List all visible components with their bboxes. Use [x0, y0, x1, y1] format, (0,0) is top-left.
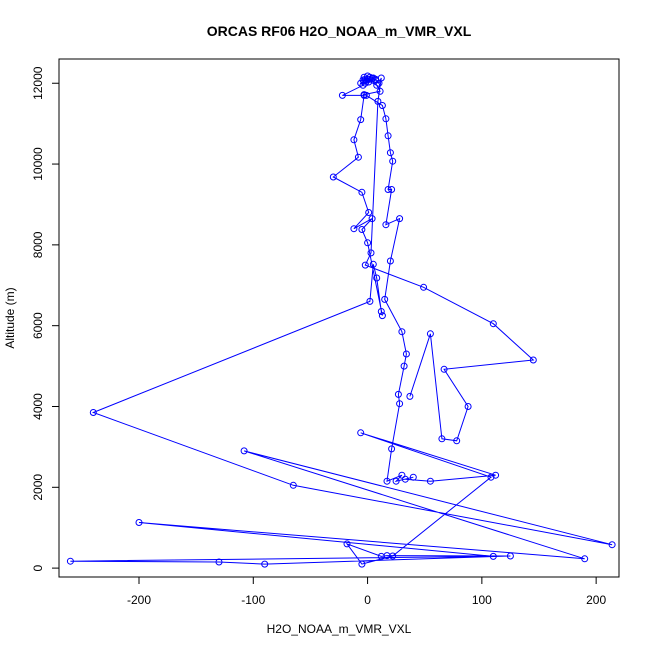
data-point	[406, 392, 414, 400]
data-point	[400, 362, 408, 370]
y-tick-label: 2000	[31, 474, 45, 501]
data-point	[354, 153, 362, 161]
data-point	[382, 221, 390, 229]
data-point	[453, 437, 461, 445]
data-point	[365, 209, 373, 216]
data-point	[369, 260, 377, 268]
data-point	[383, 477, 391, 485]
y-tick-label: 4000	[31, 393, 45, 420]
data-point	[440, 365, 448, 373]
data-point	[396, 215, 404, 223]
data-point	[386, 149, 394, 157]
data-point	[329, 173, 337, 181]
data-point	[261, 560, 269, 568]
data-point	[378, 102, 386, 109]
data-point	[487, 473, 495, 481]
x-tick-label: 0	[364, 593, 371, 607]
data-point	[438, 435, 446, 443]
data-point	[377, 74, 385, 82]
data-point	[409, 473, 417, 481]
data-point	[357, 429, 365, 437]
data-point	[367, 249, 375, 257]
data-point	[362, 91, 370, 99]
data-point	[420, 283, 428, 291]
y-tick-label: 12000	[31, 66, 45, 100]
data-point	[581, 555, 589, 563]
data-point	[358, 560, 366, 568]
data-point	[358, 226, 366, 233]
data-point	[360, 91, 368, 99]
data-point	[358, 188, 366, 196]
data-point	[388, 186, 396, 193]
chart-title: ORCAS RF06 H2O_NOAA_m_VMR_VXL	[207, 23, 472, 39]
data-point	[378, 312, 386, 320]
x-tick-label: -100	[241, 593, 265, 607]
y-axis: 0 2000 4000 6000 8000 10000 12000	[31, 66, 60, 571]
data-point	[383, 552, 391, 560]
data-point	[388, 445, 396, 453]
data-point	[357, 79, 365, 87]
data-point	[368, 215, 376, 223]
y-axis-label: Altitude (m)	[3, 287, 17, 348]
data-point	[489, 552, 497, 560]
data-point	[361, 261, 369, 269]
x-axis: -200 -100 0 100 200	[127, 576, 606, 607]
x-axis-label: H2O_NOAA_m_VMR_VXL	[267, 622, 412, 636]
data-point	[343, 540, 351, 548]
data-point	[426, 477, 434, 485]
data-point	[364, 239, 372, 247]
data-point	[350, 225, 358, 233]
data-point	[338, 91, 346, 99]
data-point	[489, 320, 497, 328]
data-point	[506, 552, 514, 560]
x-tick-label: -200	[127, 593, 151, 607]
data-point	[240, 447, 248, 455]
x-tick-label: 100	[472, 593, 492, 607]
data-point	[357, 116, 365, 124]
data-point	[376, 87, 384, 95]
data-point	[464, 403, 472, 410]
data-point	[381, 295, 389, 303]
data-point	[66, 557, 74, 565]
data-point	[401, 475, 409, 483]
data-point	[608, 541, 616, 549]
data-point	[402, 350, 410, 358]
y-tick-label: 8000	[31, 231, 45, 258]
x-tick-label: 200	[586, 593, 606, 607]
data-point	[389, 157, 397, 165]
data-point	[373, 274, 381, 282]
series-layer	[66, 72, 616, 568]
data-point	[492, 471, 500, 479]
y-tick-label: 0	[31, 564, 45, 571]
data-point	[289, 481, 297, 489]
data-point	[529, 356, 537, 364]
y-tick-label: 10000	[31, 147, 45, 181]
data-point	[384, 132, 392, 140]
data-point	[360, 77, 368, 85]
data-point	[426, 330, 434, 338]
data-point	[398, 328, 406, 336]
data-point	[135, 519, 143, 526]
data-point	[382, 115, 390, 123]
data-point	[384, 186, 392, 193]
data-point	[377, 308, 385, 315]
data-point	[215, 558, 223, 566]
data-point	[359, 81, 367, 89]
data-point	[89, 409, 97, 416]
y-tick-label: 6000	[31, 312, 45, 339]
data-point	[398, 471, 406, 479]
data-point	[366, 297, 374, 305]
data-point	[394, 390, 402, 398]
data-point	[374, 97, 382, 105]
data-point	[386, 257, 394, 265]
data-point	[392, 477, 400, 485]
data-point	[396, 400, 404, 408]
data-point	[350, 136, 358, 144]
